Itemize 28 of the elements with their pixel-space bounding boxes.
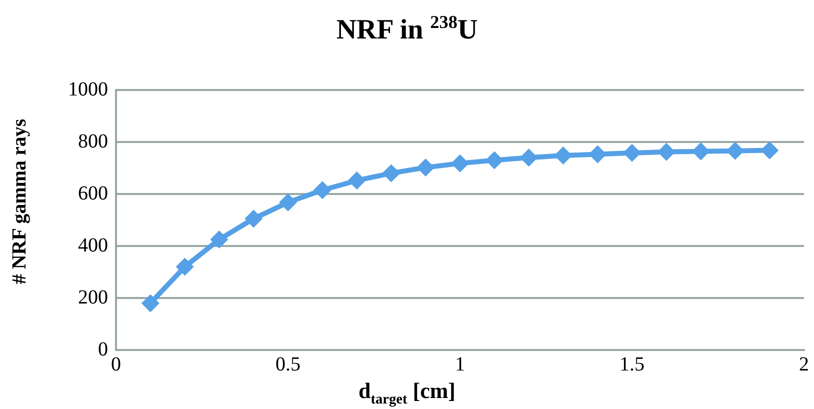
point — [520, 148, 538, 167]
y-tick-label: 800 — [78, 130, 108, 152]
point — [141, 294, 160, 312]
y-tick-label: 0 — [98, 338, 108, 360]
point — [210, 230, 228, 248]
point — [760, 141, 779, 160]
point — [416, 158, 435, 176]
point — [279, 193, 297, 212]
point — [348, 171, 366, 190]
y-tick-label: 600 — [78, 182, 108, 204]
point — [176, 258, 194, 276]
point — [485, 151, 504, 170]
point — [623, 144, 641, 162]
x-tick-label: 1 — [455, 353, 465, 376]
y-axis-title: # NRF gamma rays — [8, 118, 32, 286]
y-tick-label: 200 — [78, 286, 108, 308]
point — [554, 146, 572, 165]
x-axis-title: d$_{target}$ [cm] — [357, 378, 456, 408]
x-tick-label: 2 — [799, 353, 809, 376]
point — [451, 154, 469, 172]
x-tick-label: 1.5 — [620, 353, 644, 376]
y-tick-label: 400 — [78, 234, 108, 256]
x-tick-label: 0.5 — [276, 353, 300, 376]
point — [313, 181, 332, 200]
point — [244, 210, 263, 228]
point — [382, 164, 400, 182]
chart-title: NRF in $^{238}$U — [335, 12, 479, 46]
y-tick-label: 1000 — [68, 78, 108, 100]
